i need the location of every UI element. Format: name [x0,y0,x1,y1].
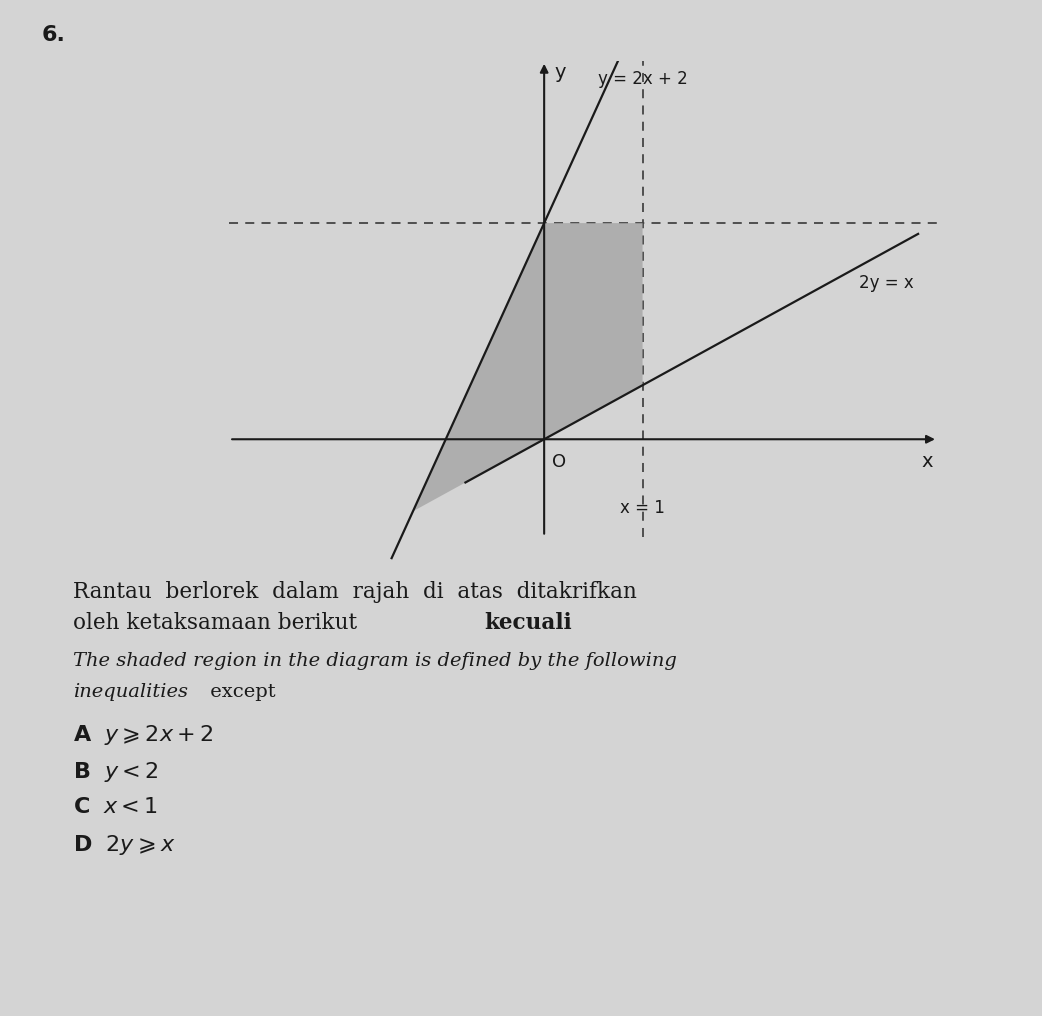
Text: $\mathbf{B}$  $y < 2$: $\mathbf{B}$ $y < 2$ [73,760,158,784]
Text: y: y [554,63,566,82]
Text: The shaded region in the diagram is defined by the following: The shaded region in the diagram is defi… [73,652,677,671]
Text: $\mathbf{C}$  $x < 1$: $\mathbf{C}$ $x < 1$ [73,797,158,817]
Text: 2y = x: 2y = x [859,273,914,292]
Text: kecuali: kecuali [485,612,572,634]
Polygon shape [413,224,643,511]
Text: Rantau  berlorek  dalam  rajah  di  atas  ditakrifkan: Rantau berlorek dalam rajah di atas dita… [73,581,637,604]
Text: y = 2x + 2: y = 2x + 2 [598,70,688,88]
Text: x = 1: x = 1 [620,499,665,517]
Text: 6.: 6. [42,25,66,46]
Text: O: O [552,453,566,471]
Text: oleh ketaksamaan berikut: oleh ketaksamaan berikut [73,612,364,634]
Text: $\mathbf{D}$  $2y \geqslant x$: $\mathbf{D}$ $2y \geqslant x$ [73,833,175,858]
Text: inequalities: inequalities [73,683,188,701]
Text: $\mathbf{A}$  $y \geqslant 2x + 2$: $\mathbf{A}$ $y \geqslant 2x + 2$ [73,723,214,748]
Text: x: x [921,452,933,471]
Text: except: except [204,683,276,701]
